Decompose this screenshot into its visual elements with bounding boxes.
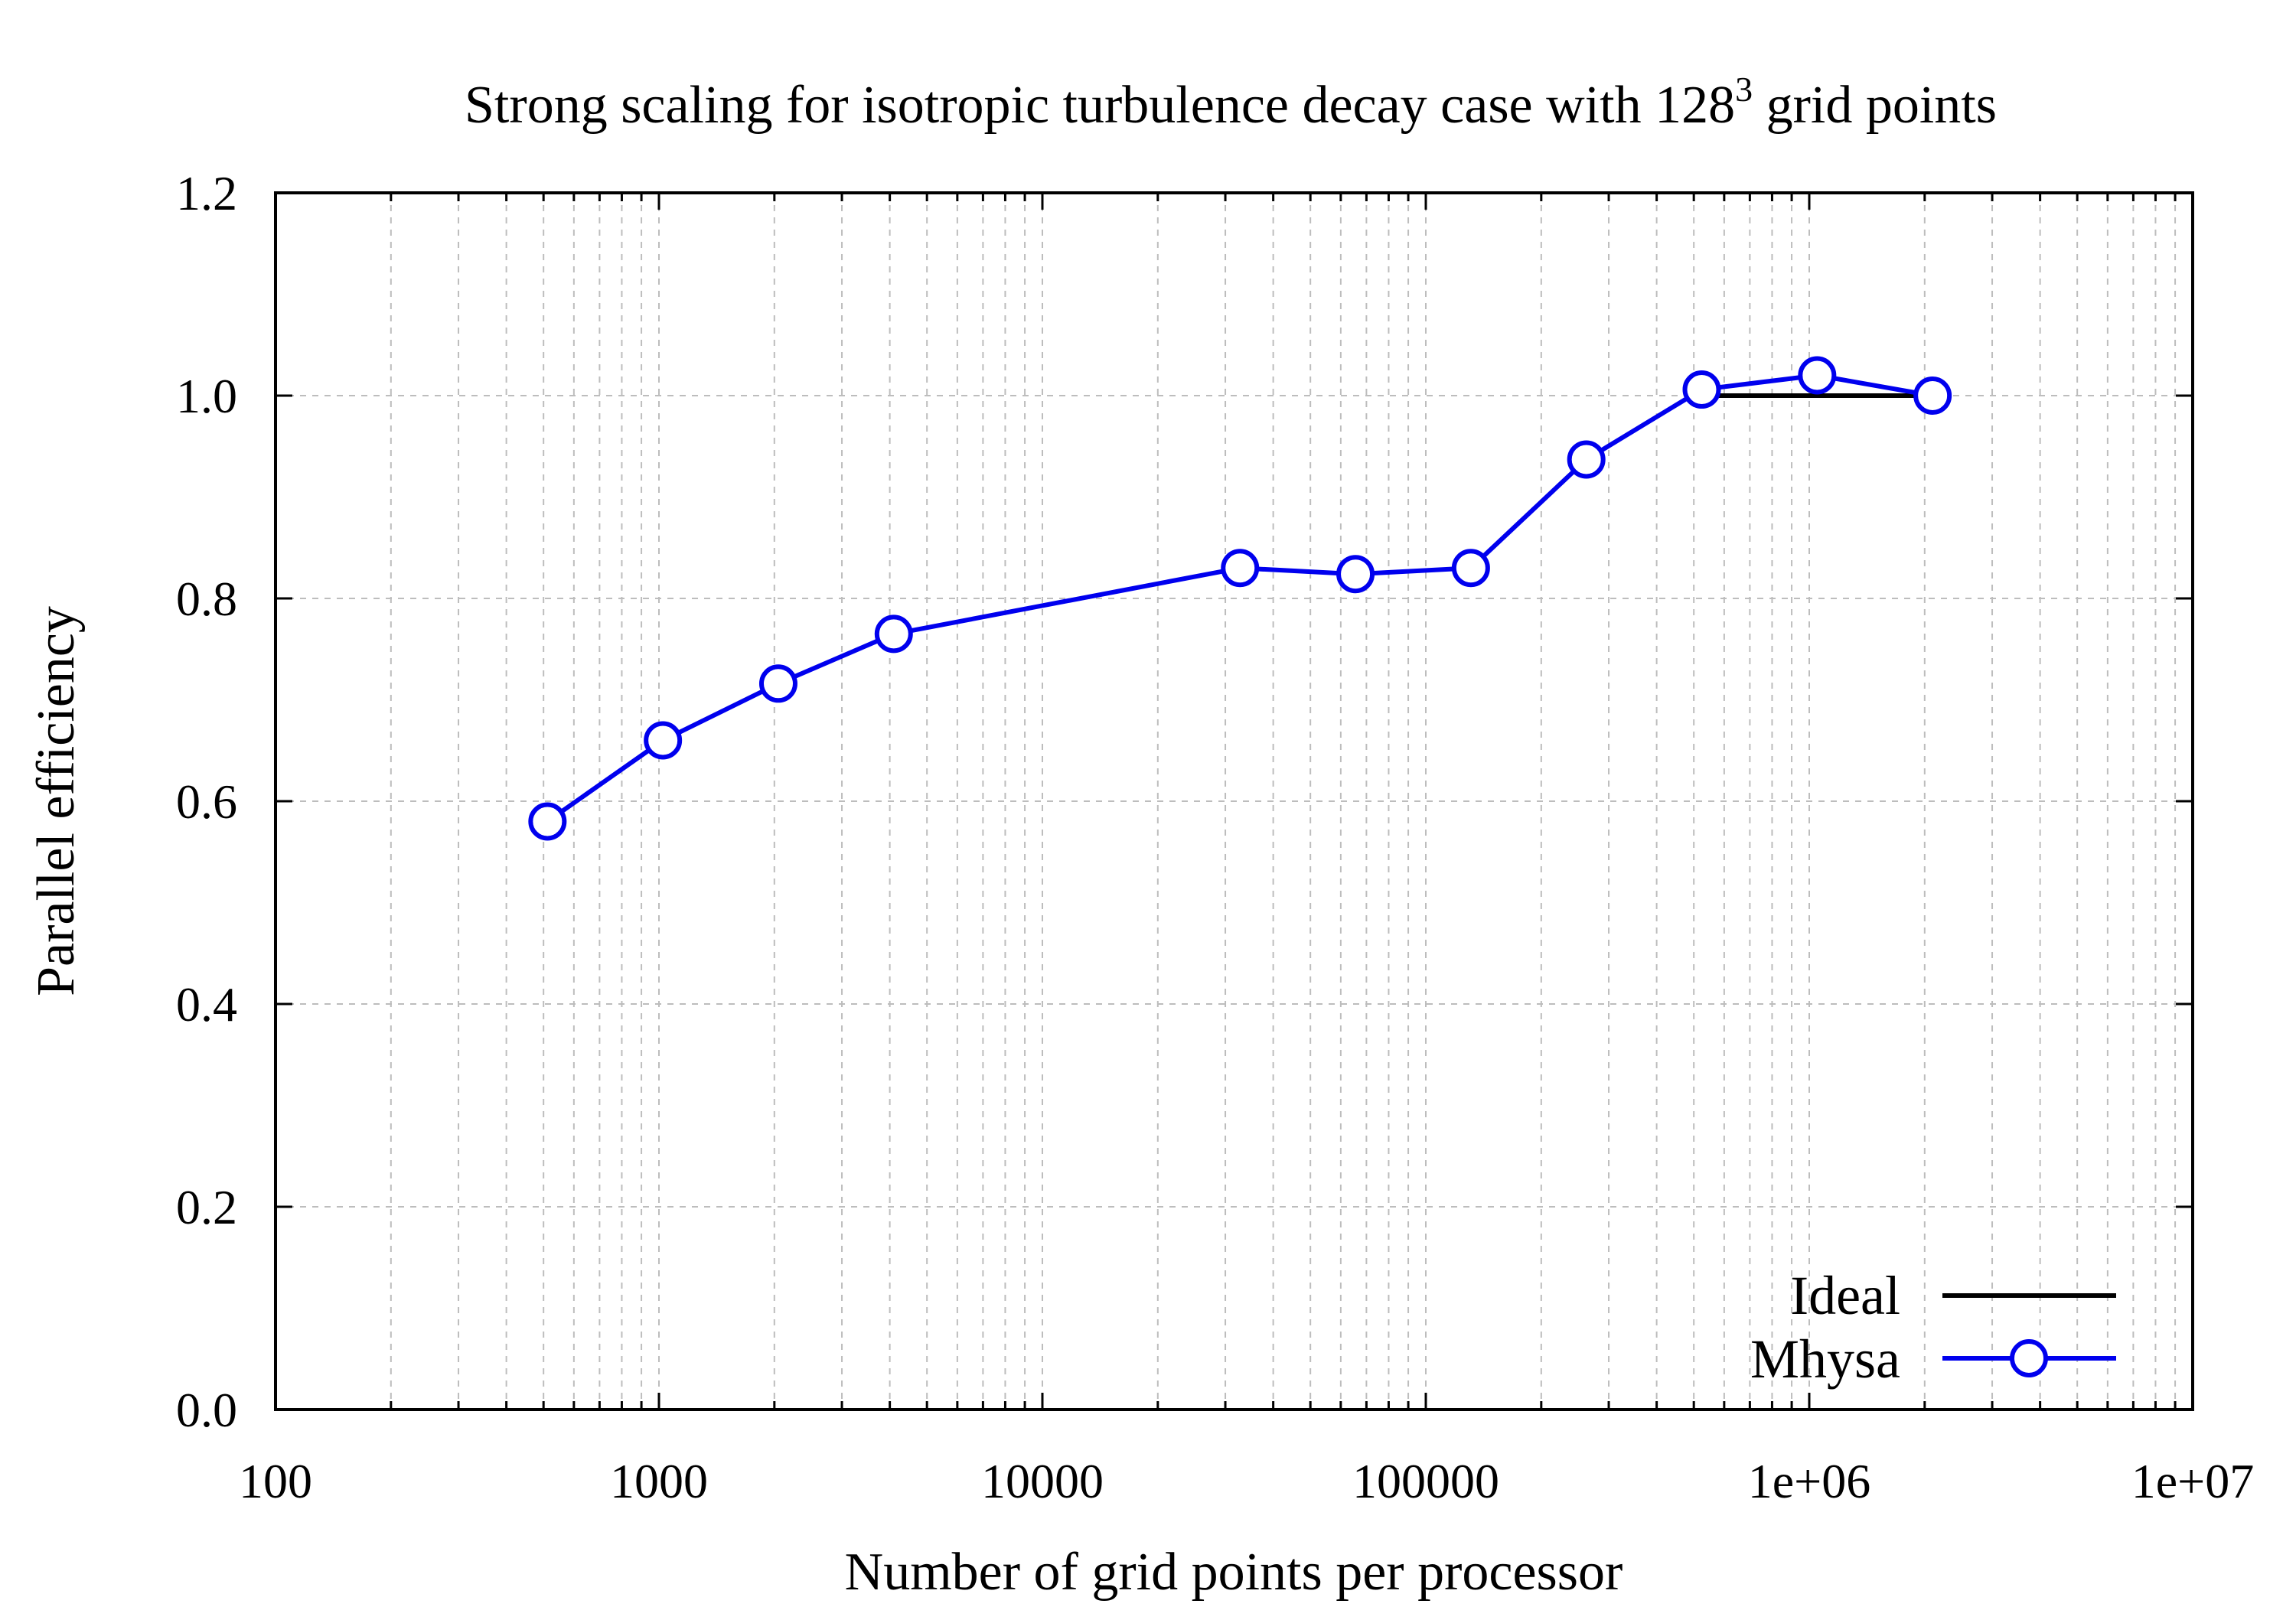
data-point-mhysa	[1913, 376, 1952, 415]
legend-entry-mhysa: Mhysa	[1750, 1328, 2116, 1390]
data-point-mhysa	[528, 802, 567, 841]
chart-title-suffix: grid points	[1753, 76, 1997, 135]
data-point-mhysa	[874, 614, 913, 654]
plot-frame	[274, 191, 2194, 1411]
x-axis-label: Number of grid points per processor	[845, 1543, 1623, 1602]
y-tick-label: 1.0	[176, 369, 237, 423]
data-point-mhysa	[758, 664, 797, 703]
data-point-mhysa	[1336, 555, 1375, 594]
x-tick-label: 1000	[610, 1454, 708, 1508]
legend-entry-ideal: Ideal	[1790, 1265, 2116, 1326]
chart-title-superscript: 3	[1735, 70, 1753, 109]
series	[528, 356, 1952, 841]
data-point-mhysa	[644, 721, 683, 760]
x-tick-label: 100000	[1352, 1454, 1499, 1508]
x-tick-label: 10000	[981, 1454, 1104, 1508]
y-tick-label: 0.2	[176, 1180, 237, 1234]
y-tick-label: 0.6	[176, 774, 237, 829]
y-tick-label: 0.8	[176, 572, 237, 626]
x-tick-label: 1e+07	[2131, 1454, 2255, 1508]
legend-label-ideal: Ideal	[1790, 1265, 1900, 1326]
y-tick-label: 1.2	[176, 166, 237, 220]
y-tick-label: 0.4	[176, 977, 237, 1032]
y-axis-label: Parallel efficiency	[27, 606, 86, 996]
tick-labels: 100 1000 10000 100000 1e+06 1e+07 0.0 0.2 0.4 0.6…	[176, 166, 2254, 1508]
y-tick-label: 0.0	[176, 1383, 237, 1437]
legend-label-mhysa: Mhysa	[1750, 1328, 1900, 1390]
data-point-mhysa	[1451, 549, 1490, 588]
legend-marker-mhysa	[2010, 1339, 2048, 1377]
data-point-mhysa	[1221, 549, 1260, 588]
x-tick-label: 100	[239, 1454, 312, 1508]
data-point-mhysa	[1798, 356, 1837, 395]
chart-title: Strong scaling for isotropic turbulence …	[465, 70, 1997, 135]
x-tick-label: 1e+06	[1748, 1454, 1871, 1508]
data-point-mhysa	[1682, 370, 1721, 409]
legend: Ideal Mhysa	[1750, 1265, 2116, 1390]
data-point-mhysa	[1567, 440, 1606, 479]
grid	[276, 193, 2193, 1410]
